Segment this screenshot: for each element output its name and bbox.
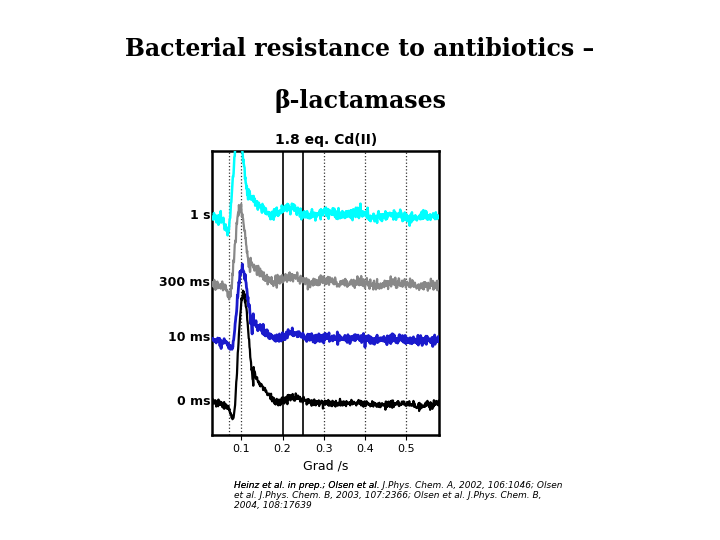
- Text: 10 ms: 10 ms: [168, 331, 210, 344]
- Text: Bacterial resistance to antibiotics –: Bacterial resistance to antibiotics –: [125, 37, 595, 61]
- Text: 300 ms: 300 ms: [159, 276, 210, 289]
- X-axis label: Grad /s: Grad /s: [303, 460, 348, 473]
- Text: 1 s: 1 s: [190, 209, 210, 222]
- Text: Heinz et al. in prep.; Olsen et al. J.Phys. Chem. A, 2002, 106:1046; Olsen
et al: Heinz et al. in prep.; Olsen et al. J.Ph…: [234, 481, 562, 510]
- Text: FACULTY OF LIFE SCIENCES: FACULTY OF LIFE SCIENCES: [607, 8, 709, 17]
- Text: UNIVERSITY OF COPENHAGEN: UNIVERSITY OF COPENHAGEN: [11, 8, 125, 17]
- Text: 0 ms: 0 ms: [177, 395, 210, 408]
- Title: 1.8 eq. Cd(II): 1.8 eq. Cd(II): [274, 133, 377, 147]
- Text: Heinz et al. in prep.; Olsen et al.: Heinz et al. in prep.; Olsen et al.: [234, 481, 384, 490]
- Text: β-lactamases: β-lactamases: [274, 89, 446, 113]
